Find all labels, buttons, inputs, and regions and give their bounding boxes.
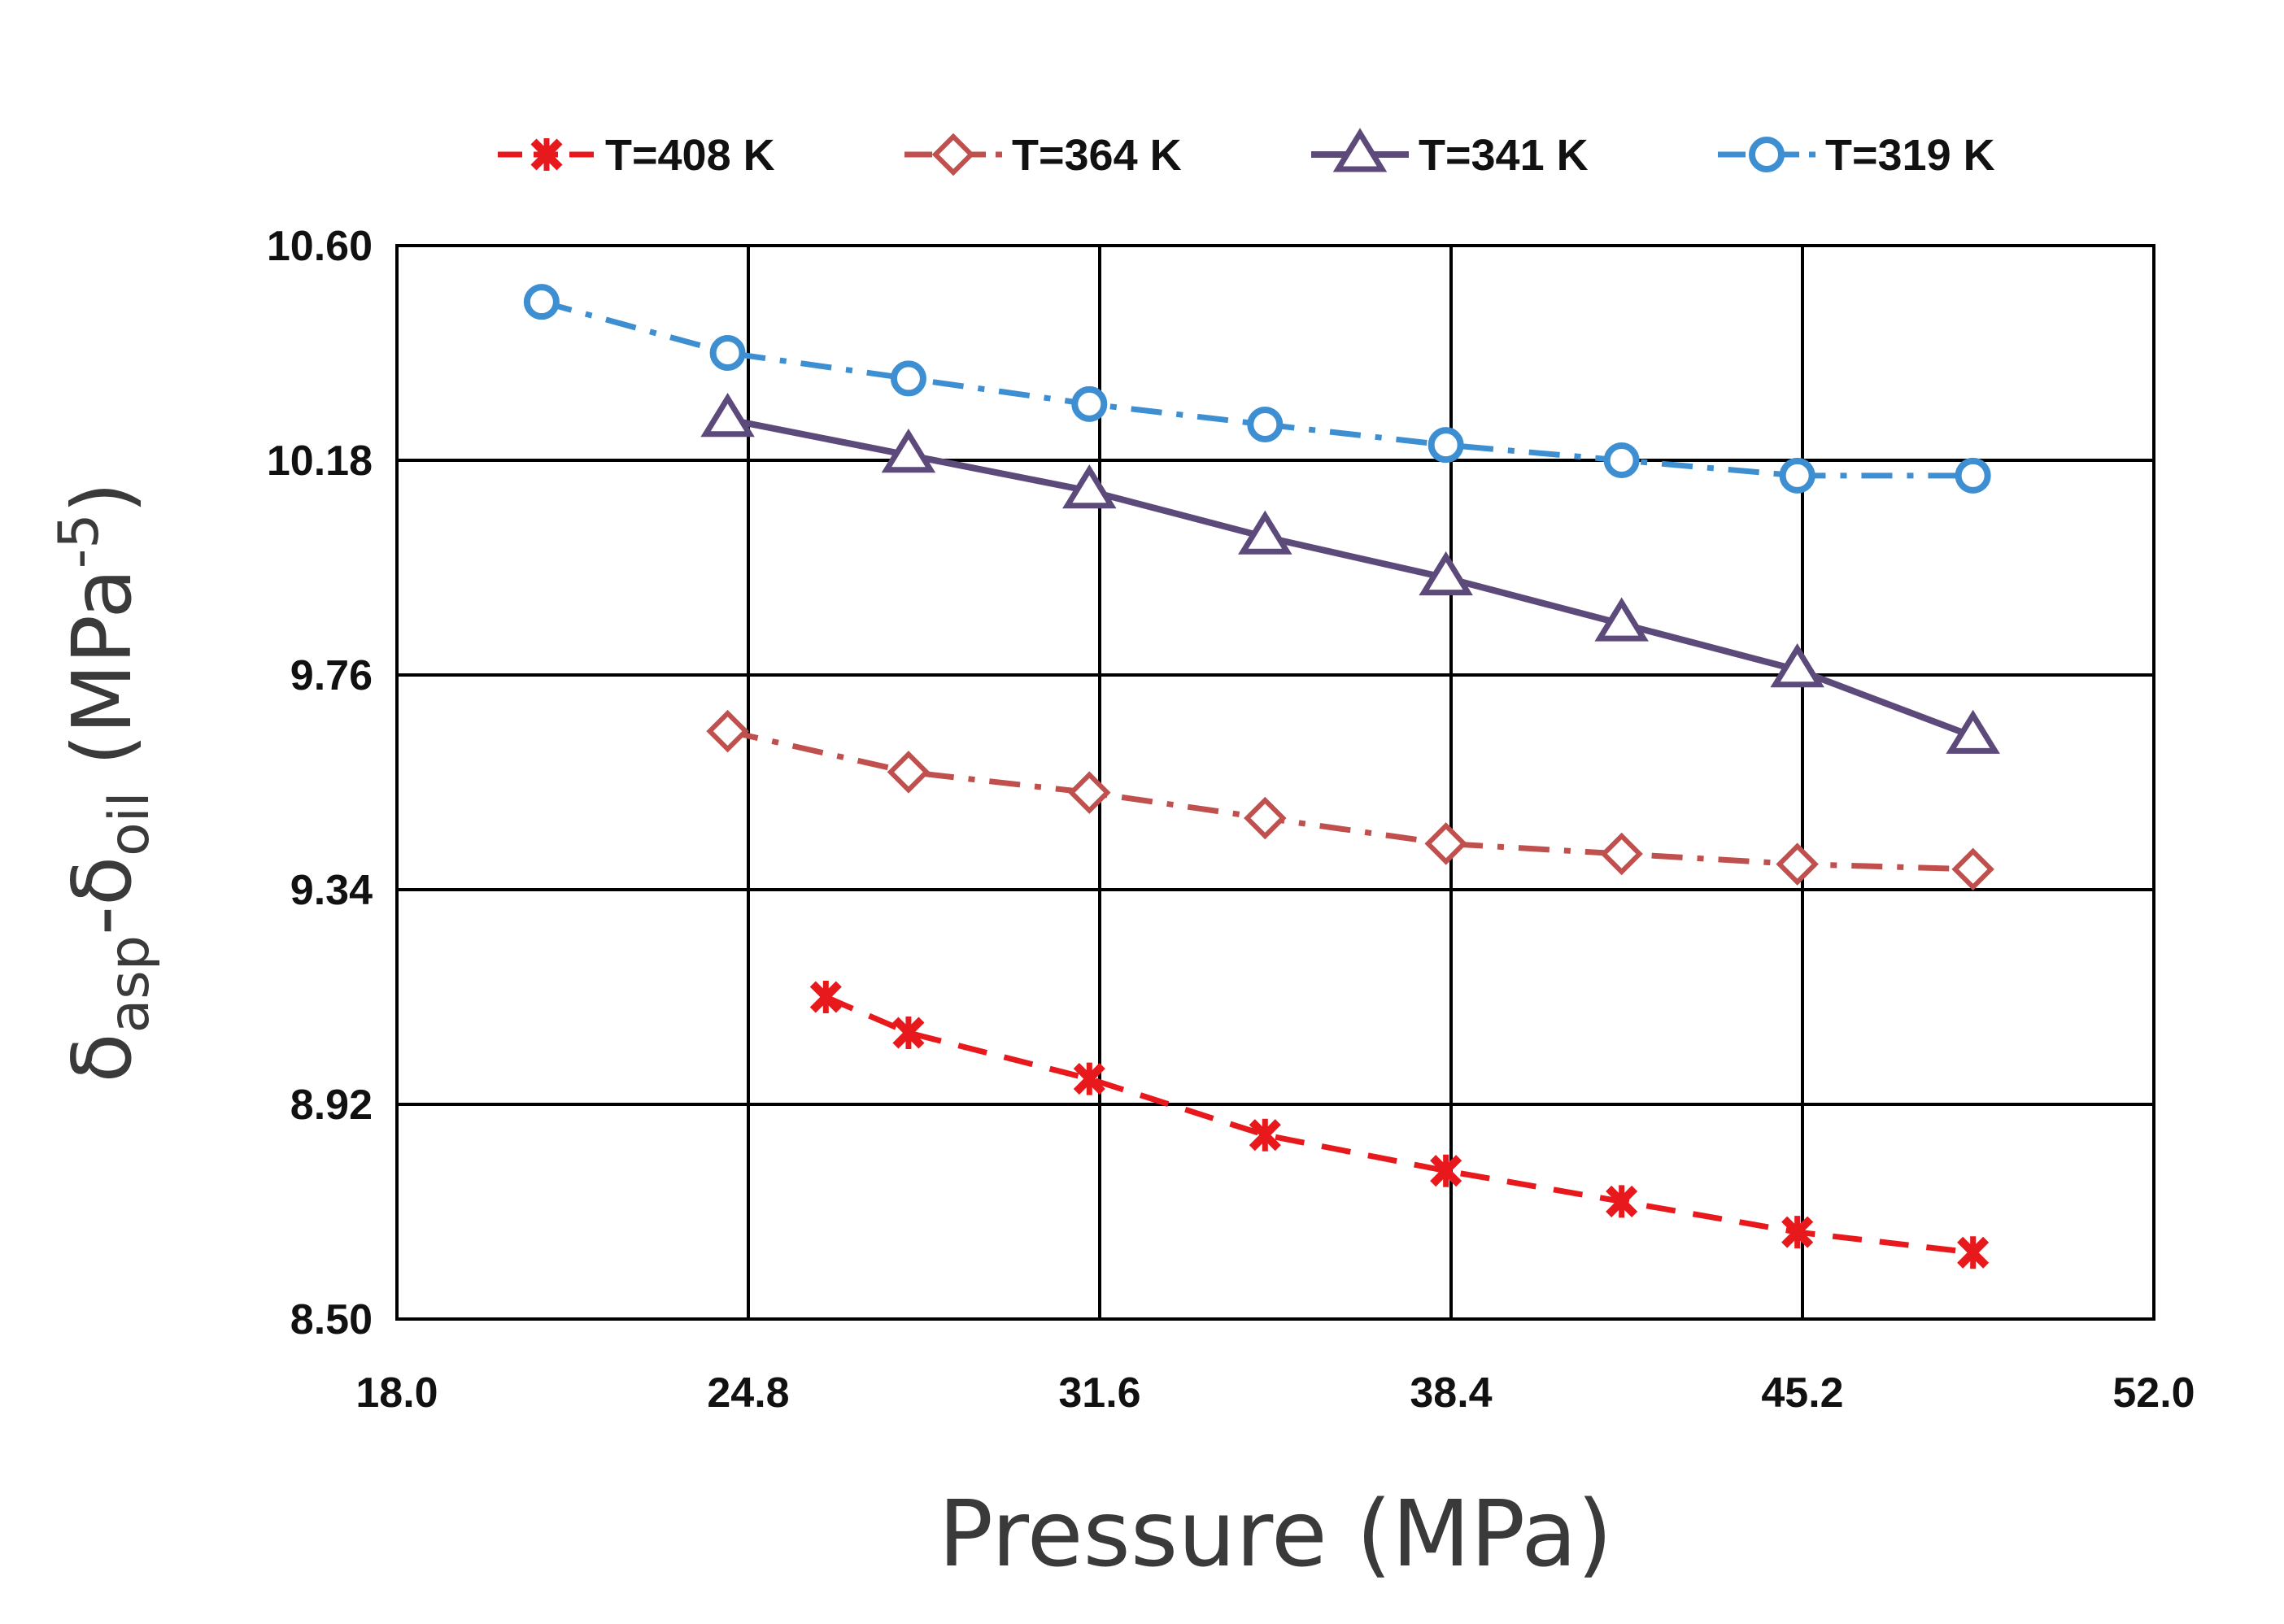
y-axis-sub-oil: oil xyxy=(98,791,162,856)
plot-frame xyxy=(395,244,2155,1321)
data-point xyxy=(1600,832,1643,876)
series-4 xyxy=(523,284,1991,494)
data-point xyxy=(881,429,936,473)
legend-item: T=319 K xyxy=(1718,131,1995,180)
series-1 xyxy=(809,981,1990,1269)
y-tick-label: 10.18 xyxy=(267,438,373,485)
y-axis-delta-1: δ xyxy=(54,1033,150,1082)
data-point xyxy=(1781,1216,1814,1249)
data-point xyxy=(887,751,931,794)
y-axis-delta-2: δ xyxy=(54,856,150,906)
y-axis-dash: - xyxy=(54,906,150,935)
legend: T=408 K T=364 K T=341 K T=319 K xyxy=(498,128,1995,180)
data-point xyxy=(1244,796,1287,840)
x-tick-label: 31.6 xyxy=(1058,1369,1140,1417)
data-point xyxy=(1062,464,1117,509)
data-point xyxy=(1776,842,1819,886)
y-tick-label: 9.34 xyxy=(290,867,373,914)
data-point xyxy=(709,335,746,371)
data-point xyxy=(1606,1185,1638,1218)
legend-label: T=364 K xyxy=(1012,131,1182,180)
data-point xyxy=(700,393,755,438)
y-tick-label: 8.50 xyxy=(290,1296,373,1343)
x-tick-label: 52.0 xyxy=(2112,1369,2195,1417)
legend-marker xyxy=(931,133,975,176)
data-point xyxy=(706,709,749,753)
series-line xyxy=(726,416,1975,740)
grid xyxy=(395,244,2155,1321)
data-point xyxy=(809,981,842,1013)
data-point xyxy=(1424,822,1467,865)
x-tick-label: 38.4 xyxy=(1410,1369,1492,1417)
x-tick-label: 45.2 xyxy=(1761,1369,1843,1417)
series-layer xyxy=(523,284,2000,1269)
data-point xyxy=(1603,442,1640,478)
data-point xyxy=(1247,407,1284,442)
x-axis-title: Pressure (MPa) xyxy=(938,1482,1612,1587)
legend-marker xyxy=(1749,137,1785,172)
data-point xyxy=(1071,385,1108,422)
data-point xyxy=(1419,551,1473,596)
y-tick-label: 9.76 xyxy=(290,652,373,699)
legend-marker xyxy=(530,138,563,171)
data-point xyxy=(1779,457,1815,494)
y-axis-unit-open: (MPa xyxy=(54,568,150,791)
data-point xyxy=(1946,709,2000,754)
x-tick-label: 18.0 xyxy=(355,1369,438,1417)
y-axis-sub-asp: asp xyxy=(98,935,162,1033)
data-point xyxy=(1955,457,1991,494)
series-line xyxy=(540,298,1973,479)
data-point xyxy=(1430,1154,1462,1187)
data-point xyxy=(892,1017,925,1049)
data-point xyxy=(1238,510,1292,555)
legend-item: T=408 K xyxy=(498,131,775,180)
data-point xyxy=(890,360,926,397)
series-line xyxy=(824,994,1974,1256)
legend-item: T=364 K xyxy=(904,131,1182,180)
legend-item: T=341 K xyxy=(1311,128,1589,180)
data-point xyxy=(1594,597,1649,642)
legend-marker xyxy=(1332,128,1388,172)
data-point xyxy=(1073,1062,1105,1095)
y-axis-unit-close: ) xyxy=(54,481,150,513)
y-axis-title: δasp-δoil (MPa-5) xyxy=(47,481,162,1082)
legend-label: T=319 K xyxy=(1825,131,1995,180)
data-point xyxy=(1951,847,1994,891)
data-point xyxy=(1770,643,1824,688)
y-tick-label: 8.92 xyxy=(290,1082,373,1129)
x-tick-label: 24.8 xyxy=(707,1369,789,1417)
legend-label: T=408 K xyxy=(605,131,775,180)
series-line xyxy=(726,728,1973,873)
data-point xyxy=(1957,1236,1990,1269)
legend-label: T=341 K xyxy=(1419,131,1589,180)
tick-labels: 18.0 24.8 31.6 38.4 45.2 52.0 8.50 8.92 9.34 9.76… xyxy=(267,223,2195,1417)
y-axis-unit-exp: -5 xyxy=(47,513,111,568)
data-point xyxy=(1249,1118,1281,1152)
series-2 xyxy=(706,709,1994,891)
y-tick-label: 10.60 xyxy=(267,223,373,270)
series-3 xyxy=(700,393,2000,754)
data-point xyxy=(523,284,560,320)
data-point xyxy=(1428,427,1464,464)
data-point xyxy=(1068,771,1111,814)
